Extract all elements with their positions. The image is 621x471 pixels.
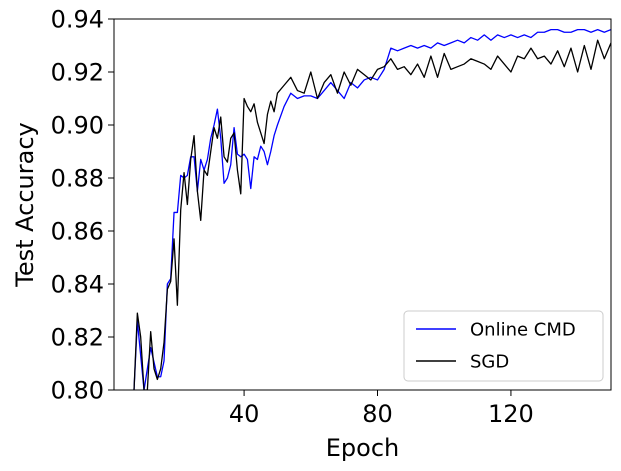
y-tick-label: 0.80 — [51, 377, 104, 405]
y-tick-label: 0.94 — [51, 6, 104, 34]
series-line-online-cmd — [133, 28, 611, 390]
y-tick-label: 0.88 — [51, 165, 104, 193]
y-tick-label: 0.92 — [51, 59, 104, 87]
x-tick-label: 40 — [229, 400, 260, 428]
x-axis-title: Epoch — [326, 434, 400, 462]
legend-label: Online CMD — [470, 320, 576, 341]
plot-frame — [113, 18, 612, 391]
series-layer — [133, 28, 611, 390]
series-line-sgd — [133, 39, 611, 390]
axes-layer: 0.80 0.82 0.84 0.86 0.88 0.90 0.92 0.94 40 80 120 — [51, 6, 612, 428]
legend: Online CMD SGD — [403, 310, 604, 382]
y-tick-label: 0.86 — [51, 218, 104, 246]
y-axis-title: Test Accuracy — [11, 122, 39, 287]
y-tick-label: 0.82 — [51, 324, 104, 352]
x-tick-label: 80 — [362, 400, 393, 428]
y-tick-label: 0.90 — [51, 112, 104, 140]
y-tick-label: 0.84 — [51, 271, 104, 299]
x-tick-label: 120 — [488, 400, 534, 428]
legend-label: SGD — [470, 352, 509, 373]
